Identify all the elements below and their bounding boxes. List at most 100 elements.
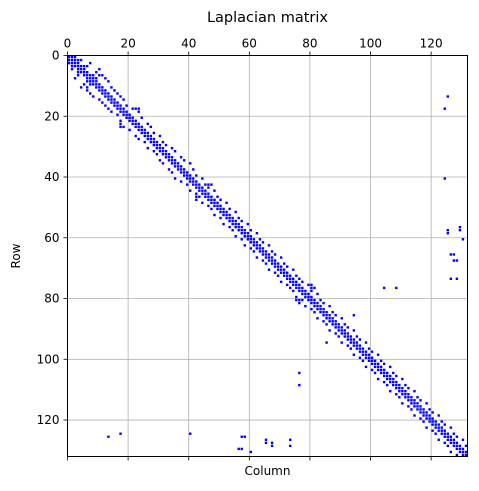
matrix-point — [337, 326, 340, 329]
matrix-point — [249, 235, 253, 238]
matrix-point — [392, 383, 395, 387]
matrix-point — [252, 244, 256, 247]
matrix-point — [231, 222, 234, 226]
matrix-point — [110, 95, 113, 98]
matrix-point — [249, 238, 253, 241]
matrix-point — [437, 423, 440, 426]
matrix-point — [395, 374, 398, 378]
matrix-point — [307, 292, 310, 296]
matrix-point — [98, 67, 101, 71]
matrix-point — [143, 128, 146, 132]
matrix-point — [198, 186, 201, 189]
matrix-point — [382, 380, 386, 384]
matrix-point — [298, 277, 301, 280]
matrix-point — [292, 289, 295, 293]
matrix-point — [119, 119, 122, 123]
matrix-point — [113, 104, 116, 107]
matrix-point — [458, 444, 462, 448]
matrix-point — [373, 362, 377, 366]
matrix-point — [452, 438, 456, 441]
matrix-point — [352, 314, 356, 317]
matrix-point — [137, 107, 140, 110]
matrix-point — [89, 77, 92, 80]
matrix-point — [82, 64, 86, 68]
matrix-point — [76, 64, 80, 68]
matrix-point — [243, 228, 246, 232]
matrix-point — [452, 259, 456, 262]
matrix-point — [358, 344, 362, 347]
matrix-point — [210, 201, 213, 205]
matrix-point — [404, 393, 407, 396]
matrix-point — [164, 149, 168, 153]
matrix-point — [298, 289, 301, 293]
x-tick-label: 80 — [302, 37, 317, 51]
matrix-point — [340, 332, 343, 335]
matrix-point — [385, 383, 389, 387]
matrix-point — [146, 146, 150, 150]
matrix-point — [267, 268, 271, 271]
matrix-point — [167, 153, 171, 156]
matrix-point — [179, 171, 183, 174]
matrix-point — [310, 283, 313, 287]
matrix-point — [373, 371, 377, 375]
matrix-point — [110, 98, 113, 101]
matrix-point — [140, 116, 143, 119]
matrix-point — [255, 244, 259, 247]
matrix-point — [449, 277, 453, 280]
matrix-point — [240, 232, 243, 235]
matrix-point — [98, 89, 101, 92]
matrix-point — [152, 137, 156, 141]
y-tick-label: 60 — [44, 231, 59, 245]
matrix-point — [101, 74, 104, 77]
matrix-point — [313, 301, 316, 305]
matrix-point — [289, 286, 292, 290]
matrix-point — [258, 244, 262, 247]
matrix-point — [122, 98, 125, 101]
matrix-point — [189, 177, 192, 180]
matrix-point — [92, 80, 95, 83]
matrix-point — [89, 61, 92, 65]
matrix-point — [219, 204, 222, 208]
matrix-point — [355, 347, 359, 350]
matrix-point — [301, 286, 304, 290]
matrix-point — [346, 332, 350, 335]
matrix-point — [434, 432, 437, 435]
matrix-point — [110, 110, 113, 113]
matrix-point — [225, 213, 228, 217]
matrix-point — [261, 241, 265, 244]
plot-frame — [67, 55, 468, 457]
matrix-point — [70, 58, 74, 62]
matrix-point — [385, 374, 389, 378]
matrix-point — [146, 122, 150, 126]
matrix-point — [98, 74, 101, 77]
matrix-point — [152, 131, 156, 135]
matrix-point — [95, 83, 98, 86]
matrix-point — [189, 432, 192, 435]
matrix-point — [289, 277, 292, 280]
matrix-point — [134, 122, 137, 126]
matrix-point — [152, 143, 156, 147]
matrix-point — [316, 304, 319, 308]
matrix-point — [385, 377, 389, 381]
matrix-point — [158, 159, 162, 162]
matrix-point — [334, 323, 337, 326]
matrix-point — [164, 156, 168, 159]
matrix-point — [155, 140, 159, 144]
matrix-point — [122, 113, 125, 116]
matrix-point — [225, 210, 228, 214]
matrix-point — [270, 250, 274, 253]
matrix-point — [143, 134, 146, 138]
matrix-point — [207, 183, 210, 186]
matrix-point — [119, 95, 122, 98]
matrix-point — [228, 213, 231, 217]
matrix-point — [373, 359, 377, 363]
matrix-point — [273, 253, 277, 256]
matrix-point — [164, 143, 168, 147]
matrix-point — [101, 92, 104, 95]
matrix-point — [219, 216, 222, 220]
matrix-point — [222, 222, 225, 226]
matrix-point — [431, 417, 434, 420]
matrix-point — [82, 67, 86, 71]
matrix-point — [425, 414, 428, 417]
matrix-point — [340, 329, 343, 332]
